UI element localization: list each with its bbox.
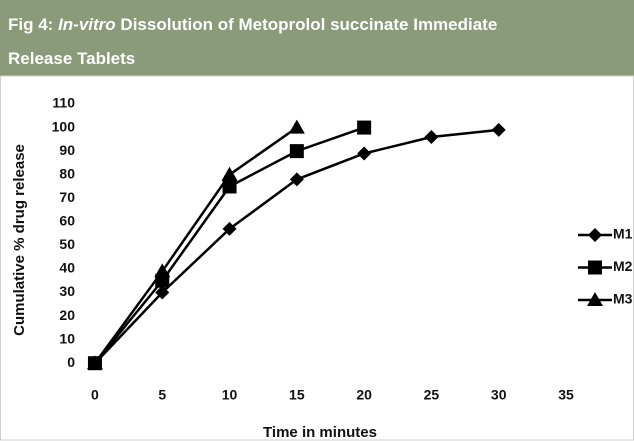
series-line [94,128,499,365]
chart-title-line2: Release Tablets [8,49,135,68]
legend-label: M1 [613,226,633,242]
y-tick-label: 20 [59,307,75,323]
x-tick-label: 10 [222,387,238,403]
y-tick-label: 110 [52,95,75,111]
data-point [222,179,237,194]
x-tick-label: 15 [289,387,305,403]
y-tick-label: 70 [59,189,75,205]
chart-frame [0,75,634,441]
title-rest: Dissolution of Metoprolol succinate Imme… [120,15,497,34]
data-point [221,166,238,181]
y-tick-label: 60 [59,213,75,229]
series-line [93,126,298,364]
series-line [93,126,365,365]
y-tick-label: 90 [59,142,75,158]
y-tick-label: 10 [59,330,75,346]
legend-label: M3 [613,291,633,307]
legend-marker [587,292,603,306]
x-tick-label: 25 [424,387,440,403]
legend-marker [588,260,602,275]
data-point [222,221,237,236]
y-tick-label: 100 [52,118,76,134]
data-point [154,263,171,278]
y-tick-label: 0 [67,354,75,370]
y-tick-label: 80 [59,165,75,181]
legend-label: M2 [613,258,633,274]
data-point [289,172,304,187]
y-tick-label: 40 [59,260,75,276]
title-prefix: Fig 4: [8,15,53,34]
x-tick-label: 0 [91,387,99,403]
data-point [288,119,305,134]
y-tick-label: 30 [59,283,75,299]
x-axis-label: Time in minutes [263,424,377,441]
title-italic: In-vitro [58,15,116,34]
y-tick-label: 50 [59,236,75,252]
data-point [357,146,372,161]
x-tick-label: 20 [356,387,372,403]
data-point [155,285,170,300]
data-point [289,144,304,159]
data-point [86,355,103,370]
title-banner [0,0,634,76]
data-point [424,129,439,144]
chart-title: Fig 4: In-vitro Dissolution of Metoprolo… [8,15,497,34]
data-point [357,120,372,135]
data-point [491,122,506,137]
x-tick-label: 5 [158,387,166,403]
y-axis-label: Cumulative % drug release [11,144,28,336]
x-tick-label: 35 [558,387,574,403]
legend-marker [588,228,602,242]
x-tick-label: 30 [491,387,507,403]
